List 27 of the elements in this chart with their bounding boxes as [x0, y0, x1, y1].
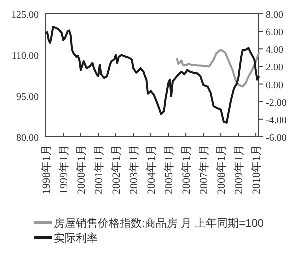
legend-label: 实际利率	[54, 232, 98, 245]
x-tick-label: 2004年1月	[146, 145, 158, 194]
y2-tick-label: -4.00	[266, 115, 287, 126]
x-tick-label: 2007年1月	[198, 145, 211, 194]
y2-tick-label: 6.00	[266, 28, 284, 39]
y2-tick-label: 8.00	[266, 10, 284, 21]
legend-label: 房屋销售价格指数:商品房 月 上年同期=100	[54, 217, 264, 230]
y-tick-label: 80.00	[16, 133, 39, 144]
x-tick-label: 1999年1月	[58, 145, 71, 194]
y2-tick-label: 2.00	[266, 62, 284, 74]
x-tick-label: 2010年1月	[251, 145, 264, 194]
x-tick-label: 2000年1月	[76, 145, 88, 194]
y2-tick-label: -2.00	[266, 98, 287, 109]
x-tick-label: 2006年1月	[181, 145, 194, 194]
y-tick-label: 125.00	[12, 10, 39, 21]
y2-tick-label: 4.00	[266, 45, 284, 56]
x-tick-label: 2002年1月	[111, 145, 124, 194]
y2-tick-label: -6.00	[266, 133, 287, 144]
y-tick-label: 95.00	[16, 92, 39, 103]
x-tick-label: 1998年1月	[41, 145, 53, 194]
x-tick-label: 2008年1月	[216, 145, 228, 194]
x-tick-label: 2001年1月	[94, 145, 106, 194]
x-tick-label: 2009年1月	[234, 145, 246, 194]
x-tick-label: 2003年1月	[128, 145, 141, 194]
y2-tick-label: 0.00	[266, 80, 284, 92]
y-tick-label: 110.00	[12, 51, 39, 62]
x-tick-label: 2005年1月	[164, 145, 176, 194]
